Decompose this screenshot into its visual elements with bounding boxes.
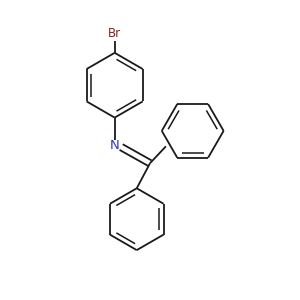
Text: Br: Br	[108, 27, 121, 40]
Text: N: N	[110, 139, 119, 152]
